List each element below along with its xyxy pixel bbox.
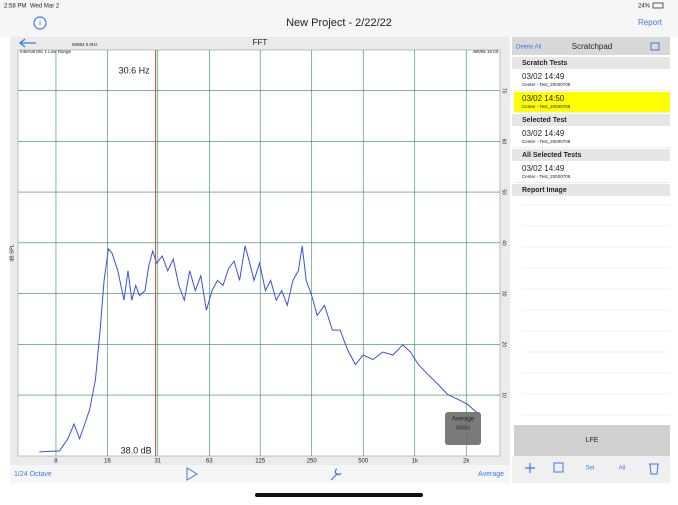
section-title: Report Image bbox=[522, 187, 567, 194]
chart-center-info: 55984 0.0Hz bbox=[72, 42, 98, 47]
test-name: Center - Test_20000709 bbox=[522, 174, 571, 179]
fft-trace bbox=[39, 245, 480, 453]
x-tick-label: 63 bbox=[206, 459, 213, 465]
cursor-level-label: 38.0 dB bbox=[121, 445, 152, 455]
report-button[interactable]: Report bbox=[638, 18, 663, 27]
info-button[interactable] bbox=[33, 16, 47, 30]
nav-title: New Project - 2/22/22 bbox=[286, 17, 392, 29]
section-title: All Selected Tests bbox=[522, 152, 582, 159]
test-name: Center - Test_20000709 bbox=[522, 104, 571, 109]
test-time: 03/02 14:50 bbox=[522, 94, 565, 103]
home-indicator bbox=[255, 493, 423, 497]
test-item[interactable] bbox=[514, 127, 670, 147]
x-tick-label: 125 bbox=[255, 459, 266, 465]
y-tick-label: 10 bbox=[501, 392, 507, 398]
average-badge bbox=[445, 412, 481, 445]
y-tick-label: 50 bbox=[501, 189, 507, 195]
nav-bar bbox=[0, 0, 678, 37]
chart-right-info: 48k/8k 16 bit bbox=[472, 49, 498, 54]
test-name: Center - Test_20000708 bbox=[522, 82, 571, 87]
section-header bbox=[512, 149, 670, 161]
scratchpad-header bbox=[512, 37, 670, 55]
scratchpad-title: Scratchpad bbox=[572, 42, 612, 51]
x-tick-label: 8 bbox=[54, 459, 58, 465]
edit-button[interactable] bbox=[553, 462, 564, 473]
back-button[interactable] bbox=[18, 38, 36, 48]
x-tick-label: 16 bbox=[104, 459, 111, 465]
section-header bbox=[512, 184, 670, 196]
scratchpad-menu[interactable] bbox=[650, 42, 660, 51]
test-item[interactable] bbox=[514, 70, 670, 90]
cursor-freq-label: 30.6 Hz bbox=[119, 65, 151, 75]
resolution-button[interactable]: 1/24 Octave bbox=[14, 471, 52, 478]
x-tick-label: 31 bbox=[154, 459, 161, 465]
test-item[interactable] bbox=[514, 92, 670, 112]
status-time: 2:58 PM bbox=[4, 4, 26, 10]
test-time: 03/02 14:49 bbox=[522, 72, 565, 81]
test-time: 03/02 14:49 bbox=[522, 129, 565, 138]
section-title: Selected Test bbox=[522, 117, 567, 124]
chart-left-info: Internal Mic 1 Low Range bbox=[20, 49, 72, 54]
test-time: 03/02 14:49 bbox=[522, 164, 565, 173]
mode-button[interactable]: Average bbox=[478, 471, 504, 478]
test-item[interactable] bbox=[514, 162, 670, 182]
y-tick-label: 40 bbox=[501, 240, 507, 246]
badge-count: 00053 bbox=[456, 425, 470, 431]
toolbar bbox=[10, 465, 510, 483]
play-button[interactable] bbox=[186, 467, 198, 481]
trash-button[interactable] bbox=[649, 463, 659, 475]
plot-area bbox=[17, 49, 501, 457]
y-tick-label: 70 bbox=[501, 88, 507, 94]
section-title: Scratch Tests bbox=[522, 60, 567, 67]
battery-icon bbox=[652, 2, 664, 9]
badge-title: Average bbox=[452, 417, 475, 423]
lfe-label: LFE bbox=[586, 437, 599, 444]
plot: 8 16 31 63 125 250 500 1k 2k 10 20 30 40 50 60 70 30.6 H… bbox=[18, 50, 507, 465]
x-tick-label: 1k bbox=[412, 459, 419, 465]
y-axis-label: dB SPL bbox=[9, 244, 15, 261]
section-header bbox=[512, 114, 670, 126]
section-header bbox=[512, 57, 670, 69]
settings-button[interactable] bbox=[330, 468, 342, 481]
x-tick-label: 2k bbox=[463, 459, 470, 465]
test-name: Center - Test_20000708 bbox=[522, 139, 571, 144]
add-button[interactable] bbox=[525, 463, 535, 473]
all-button[interactable]: All bbox=[619, 466, 626, 472]
status-battery: 24% bbox=[638, 4, 651, 10]
sel-button[interactable]: Sel bbox=[586, 466, 595, 472]
y-tick-label: 60 bbox=[501, 139, 507, 145]
status-date: Wed Mar 2 bbox=[30, 4, 60, 10]
scratchpad-toolbar bbox=[512, 456, 670, 483]
x-tick-label: 500 bbox=[358, 459, 369, 465]
x-tick-label: 250 bbox=[307, 459, 318, 465]
lfe-box[interactable] bbox=[514, 425, 670, 456]
delete-all-button[interactable]: Delete All bbox=[516, 45, 541, 51]
y-tick-label: 20 bbox=[501, 342, 507, 348]
info-icon: i bbox=[39, 19, 41, 28]
chart-header-title: FFT bbox=[253, 38, 268, 47]
y-tick-label: 30 bbox=[501, 291, 507, 297]
